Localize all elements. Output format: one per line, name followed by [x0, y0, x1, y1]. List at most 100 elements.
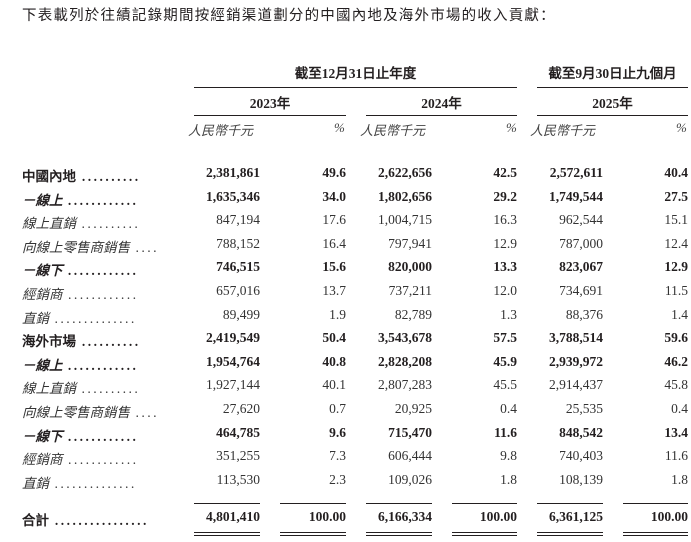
subtotal-rule	[194, 503, 260, 504]
percent-cell: 57.5	[493, 330, 517, 346]
percent-cell: 34.0	[322, 188, 346, 204]
table-row: 經銷商 ............ 657,016 13.7 737,211 12.0 73…	[0, 283, 691, 305]
amount-cell: 108,139	[559, 471, 603, 487]
dot-leader: ..........	[76, 169, 141, 184]
year-rule	[537, 115, 688, 116]
row-label-text: 線上直銷	[22, 381, 76, 397]
percent-cell: 100.00	[650, 509, 688, 524]
table-row: 直銷 .............. 89,499 1.9 82,789 1.3 88,37…	[0, 307, 691, 329]
row-label-text: 經銷商	[22, 452, 63, 468]
percent-cell: 16.4	[322, 235, 346, 251]
amount-cell: 351,255	[216, 448, 260, 464]
amount-cell: 2,939,972	[549, 353, 603, 369]
percent-cell: 50.4	[322, 330, 346, 346]
percent-cell: 0.4	[500, 401, 517, 416]
amount-cell: 3,543,678	[378, 330, 432, 346]
header-rule	[194, 87, 517, 88]
double-rule	[366, 535, 432, 536]
subtotal-rule	[452, 503, 517, 504]
amount-cell: 820,000	[388, 259, 432, 275]
unit-pct: %	[334, 120, 345, 135]
row-label-text: 向線上零售商銷售	[22, 239, 130, 255]
subtotal-rule	[537, 503, 603, 504]
percent-cell: 16.3	[493, 212, 517, 228]
year-2024: 2024年	[421, 96, 462, 111]
percent-cell: 1.9	[329, 306, 346, 322]
dot-leader: ..............	[49, 310, 138, 326]
amount-cell: 1,635,346	[206, 188, 260, 204]
table-row: －線上 ............ 1,635,346 34.0 1,802,656 29…	[0, 189, 691, 211]
year-rule	[366, 115, 517, 116]
header-nine-months: 截至9月30日止九個月	[548, 66, 677, 81]
double-rule	[452, 535, 517, 536]
dot-leader: ............	[62, 192, 139, 208]
year-rule	[194, 115, 346, 116]
total-row: 合計 ................ 4,801,410 100.00 6,166,…	[0, 509, 691, 531]
double-rule	[452, 532, 517, 533]
row-label: 向線上零售商銷售 ....	[22, 401, 192, 421]
intro-text: 下表載列於往績記錄期間按經銷渠道劃分的中國內地及海外市場的收入貢獻：	[22, 8, 556, 24]
unit-pct: %	[676, 120, 687, 135]
percent-cell: 0.7	[329, 401, 346, 416]
amount-cell: 464,785	[216, 424, 260, 440]
table-row: 經銷商 ............ 351,255 7.3 606,444 9.8 740,…	[0, 448, 691, 470]
amount-cell: 1,802,656	[378, 188, 432, 204]
percent-cell: 1.8	[500, 471, 517, 487]
table-row: 中國內地 .......... 2,381,861 49.6 2,622,656 42.…	[0, 165, 691, 187]
amount-cell: 823,067	[559, 259, 603, 275]
table-row: 線上直銷 .......... 1,927,144 40.1 2,807,283 45.…	[0, 377, 691, 399]
percent-cell: 100.00	[479, 509, 517, 524]
row-label: 經銷商 ............	[22, 283, 192, 303]
percent-cell: 15.6	[322, 259, 346, 275]
row-label-text: 合計	[22, 513, 49, 528]
percent-cell: 9.8	[500, 448, 517, 464]
percent-cell: 13.3	[493, 259, 517, 275]
dot-leader: ............	[62, 263, 139, 279]
amount-cell: 787,000	[559, 235, 603, 251]
dot-leader: ............	[62, 428, 139, 444]
row-label: 合計 ................	[22, 509, 192, 529]
year-2025: 2025年	[592, 96, 633, 111]
row-label-text: 直銷	[22, 475, 49, 491]
amount-cell: 715,470	[388, 424, 432, 440]
amount-cell: 2,807,283	[378, 377, 432, 393]
unit-amount: 人民幣千元	[360, 123, 426, 138]
row-label: －線上 ............	[22, 354, 192, 374]
amount-cell: 6,361,125	[549, 509, 603, 524]
percent-cell: 11.5	[664, 283, 688, 298]
amount-cell: 25,535	[565, 401, 603, 416]
dot-leader: ............	[62, 357, 139, 373]
row-label-text: 向線上零售商銷售	[22, 405, 130, 420]
row-label: －線上 ............	[22, 189, 192, 209]
percent-cell: 59.6	[664, 330, 688, 346]
row-label: 直銷 ..............	[22, 307, 192, 327]
amount-cell: 4,801,410	[206, 509, 260, 524]
amount-cell: 2,419,549	[206, 330, 260, 346]
percent-cell: 7.3	[329, 448, 346, 464]
percent-cell: 12.9	[493, 235, 517, 251]
subtotal-rule	[366, 503, 432, 504]
table-row: 向線上零售商銷售 .... 788,152 16.4 797,941 12.9 787,0…	[0, 236, 691, 258]
amount-cell: 797,941	[388, 235, 432, 251]
percent-cell: 45.8	[664, 377, 688, 393]
row-label-text: －線下	[22, 428, 63, 444]
amount-cell: 82,789	[394, 306, 432, 322]
dot-leader: ..........	[76, 381, 141, 397]
amount-cell: 2,828,208	[378, 353, 432, 369]
unit-pct: %	[506, 120, 517, 135]
row-label-text: －線上	[22, 357, 63, 373]
table-row: 向線上零售商銷售 .... 27,620 0.7 20,925 0.4 25,535 0.4	[0, 401, 691, 423]
double-rule	[280, 535, 346, 536]
percent-cell: 46.2	[664, 353, 688, 369]
amount-cell: 2,622,656	[378, 165, 432, 180]
row-label-text: 線上直銷	[22, 216, 76, 232]
row-label: 中國內地 ..........	[22, 165, 192, 185]
percent-cell: 1.3	[500, 306, 517, 322]
amount-cell: 6,166,334	[378, 509, 432, 524]
row-label: 海外市場 ..........	[22, 330, 192, 350]
percent-cell: 49.6	[322, 165, 346, 180]
amount-cell: 606,444	[388, 448, 432, 464]
dot-leader: ..........	[76, 216, 141, 232]
double-rule	[194, 532, 260, 533]
amount-cell: 848,542	[559, 424, 603, 440]
